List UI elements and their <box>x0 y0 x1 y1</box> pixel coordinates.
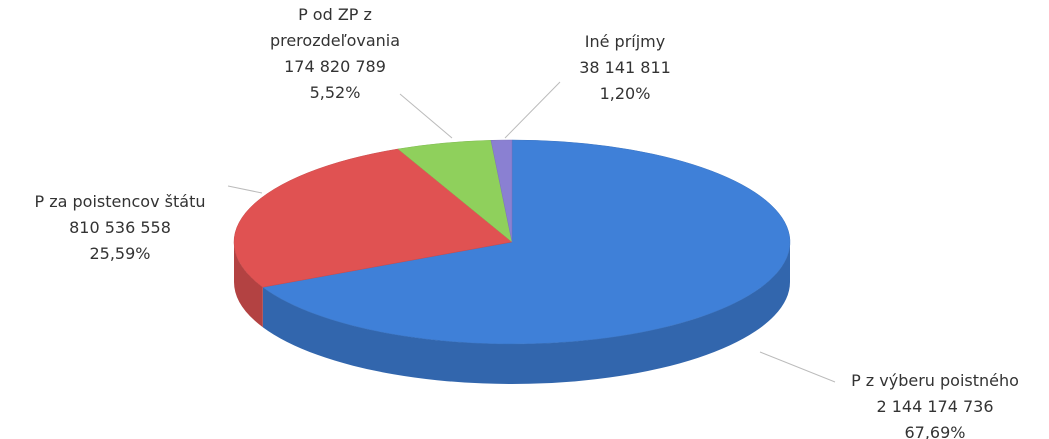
slice-label: Iné príjmy 38 141 811 1,20% <box>545 29 705 107</box>
slice <box>490 139 513 243</box>
value-label: 38 141 811 <box>579 58 671 77</box>
percent-label: 67,69% <box>904 423 966 439</box>
leader-line <box>504 81 561 139</box>
percent-label: 5,52% <box>309 83 361 102</box>
slice <box>233 148 513 288</box>
slice-label: P za poistencov štátu 810 536 558 25,59% <box>5 189 235 267</box>
slice-label: P z výberu poistného 2 144 174 736 67,69… <box>825 368 1045 439</box>
value-label: 2 144 174 736 <box>876 397 994 416</box>
category-label: Iné príjmy <box>584 32 666 51</box>
leader-line <box>227 185 263 194</box>
category-label: P z výberu poistného <box>851 371 1019 390</box>
leader-line <box>399 93 453 139</box>
slice-side <box>262 242 791 384</box>
value-label: 174 820 789 <box>284 57 386 76</box>
percent-label: 1,20% <box>599 84 651 103</box>
leader-line <box>759 351 836 383</box>
category-label: P za poistencov štátu <box>34 192 206 211</box>
slice-side <box>234 242 263 328</box>
slice-label: P od ZP z prerozdeľovania 174 820 789 5,… <box>260 2 410 106</box>
slice <box>262 139 791 345</box>
value-label: 810 536 558 <box>69 218 171 237</box>
category-label: P od ZP z prerozdeľovania <box>269 5 401 50</box>
percent-label: 25,59% <box>89 244 151 263</box>
